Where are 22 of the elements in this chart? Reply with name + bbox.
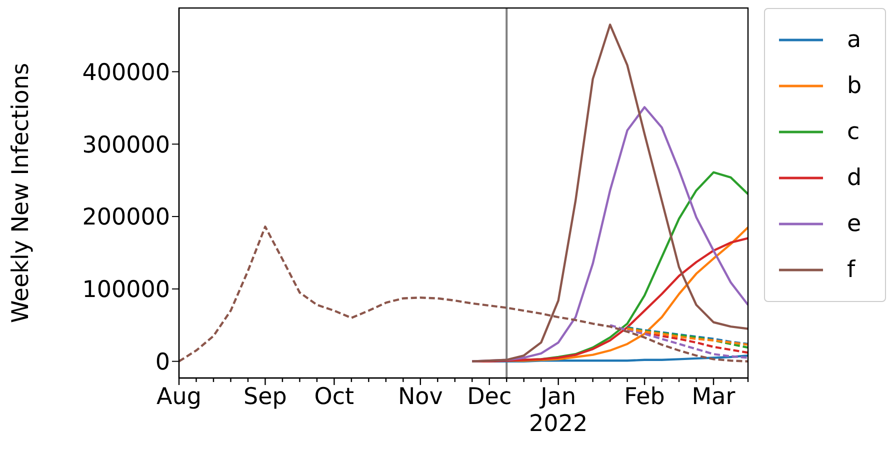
legend-label: b	[847, 73, 862, 99]
y-tick-label: 0	[155, 350, 170, 376]
line-series	[608, 324, 748, 359]
legend-label: e	[847, 211, 862, 237]
y-tick-label: 300000	[82, 132, 170, 158]
x-tick-label: Nov	[398, 384, 443, 410]
x-tick-label: Jan 2022	[529, 384, 588, 437]
legend-label: d	[847, 165, 862, 191]
x-tick-label: Feb	[624, 384, 665, 410]
legend-label: c	[847, 119, 860, 145]
line-series	[626, 328, 748, 354]
x-tick-label: Dec	[467, 384, 512, 410]
x-tick-label: Mar	[692, 384, 736, 410]
x-tick-label: Oct	[314, 384, 354, 410]
x-tick-label: Sep	[244, 384, 287, 410]
legend-label: f	[847, 257, 856, 283]
y-tick-label: 200000	[82, 204, 170, 231]
x-tick-label: Aug	[156, 384, 202, 410]
y-tick-label: 400000	[82, 60, 170, 86]
y-tick-label: 100000	[82, 277, 170, 304]
y-axis-title: Weekly New Infections	[8, 62, 34, 324]
legend-label: a	[847, 27, 862, 53]
